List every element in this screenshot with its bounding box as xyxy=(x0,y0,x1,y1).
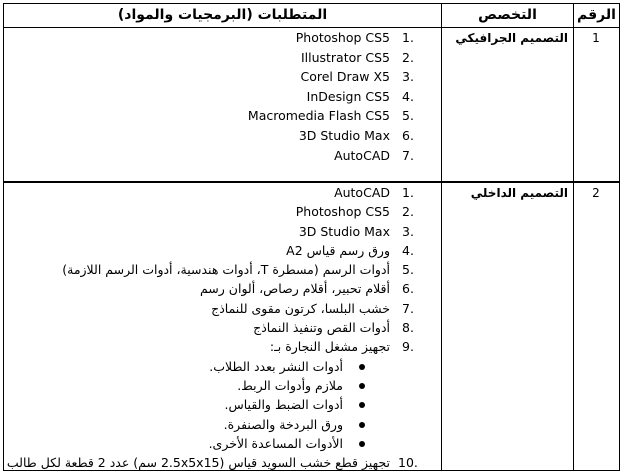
row-number: 1 xyxy=(592,31,600,45)
table-border-left xyxy=(3,3,4,471)
item-number: 4. xyxy=(402,88,414,104)
item-number: 9. xyxy=(402,339,414,355)
item-number: 5. xyxy=(402,262,414,278)
bullet-icon xyxy=(359,363,365,370)
item-text: تجهيز مشغل النجارة بـ: xyxy=(269,339,390,355)
item-number: 3. xyxy=(402,69,414,85)
item-number: 7. xyxy=(402,147,414,163)
list-item: 3. 3D Studio Max xyxy=(4,222,441,241)
item-text: 3D Studio Max xyxy=(298,127,390,143)
table-border-top xyxy=(3,3,620,4)
item-number: 8. xyxy=(402,320,414,336)
list-item: 2. Illustrator CS5 xyxy=(4,48,441,68)
item-number: 6. xyxy=(402,127,414,143)
item-text: ورق البردخة والصنفرة. xyxy=(223,416,343,432)
item-number: 4. xyxy=(402,242,414,258)
bullet-icon xyxy=(359,402,365,409)
bullet-icon xyxy=(359,421,365,428)
bullet-item: أدوات النشر بعدد الطلاب. xyxy=(4,357,441,376)
table-border-right xyxy=(619,3,620,471)
item-number: 7. xyxy=(402,300,414,316)
item-text: أدوات النشر بعدد الطلاب. xyxy=(209,358,343,374)
list-item: 5. أدوات الرسم (مسطرة T، أدوات هندسية، أد… xyxy=(4,260,441,279)
item-text: أقلام تحبير، أقلام رصاص، ألوان رسم xyxy=(199,281,390,297)
item-text: 3D Studio Max xyxy=(298,223,390,239)
item-text: الأدوات المساعدة الأخرى. xyxy=(208,435,343,451)
bullet-item: ورق البردخة والصنفرة. xyxy=(4,415,441,434)
item-text: أدوات القص وتنفيذ النماذج xyxy=(253,320,390,336)
header-number: الرقم xyxy=(577,7,616,23)
list-item: 1. Photoshop CS5 xyxy=(4,28,441,48)
row-number: 2 xyxy=(592,186,600,200)
list-item: 5. Macromedia Flash CS5 xyxy=(4,106,441,126)
header-specialty: التخصص xyxy=(478,7,537,23)
item-text: خشب البلسا، كرتون مقوى للنماذج xyxy=(211,300,390,316)
list-item: 10. تجهيز قطع خشب السويد قياس (2.5x5x15 س… xyxy=(4,453,441,472)
item-number: 1. xyxy=(402,30,414,45)
list-item: 4. ورق رسم قياس A2 xyxy=(4,241,441,260)
requirements-list: 1. AutoCAD 2. Photoshop CS5 3. 3D Studio Ma… xyxy=(4,183,441,472)
item-text: Corel Draw X5 xyxy=(300,69,390,85)
item-number: 10. xyxy=(398,455,418,471)
bullet-item: أدوات الضبط والقياس. xyxy=(4,395,441,414)
bullet-item: ملازم وأدوات الربط. xyxy=(4,376,441,395)
item-text: AutoCAD xyxy=(334,185,390,200)
item-text: أدوات الرسم (مسطرة T، أدوات هندسية، أدوا… xyxy=(62,262,390,278)
list-item: 6. أقلام تحبير، أقلام رصاص، ألوان رسم xyxy=(4,279,441,298)
item-number: 6. xyxy=(402,281,414,297)
list-item: 8. أدوات القص وتنفيذ النماذج xyxy=(4,318,441,337)
item-text: تجهيز قطع خشب السويد قياس (2.5x5x15 سم) … xyxy=(6,455,390,471)
item-text: ورق رسم قياس A2 xyxy=(286,242,390,258)
column-divider-1 xyxy=(441,3,442,471)
item-text: ملازم وأدوات الربط. xyxy=(237,377,343,393)
list-item: 4. InDesign CS5 xyxy=(4,87,441,107)
item-number: 2. xyxy=(402,49,414,65)
list-item: 1. AutoCAD xyxy=(4,183,441,202)
item-number: 5. xyxy=(402,108,414,124)
list-item: 6. 3D Studio Max xyxy=(4,126,441,146)
item-text: AutoCAD xyxy=(334,147,390,163)
list-item: 3. Corel Draw X5 xyxy=(4,67,441,87)
header-requirements: المتطلبات (البرمجيات والمواد) xyxy=(117,7,328,23)
item-text: أدوات الضبط والقياس. xyxy=(224,397,343,413)
header-divider xyxy=(3,27,620,28)
bullet-icon xyxy=(359,382,365,389)
item-text: Photoshop CS5 xyxy=(295,204,390,220)
row-divider xyxy=(3,181,620,183)
column-divider-2 xyxy=(573,3,574,471)
list-item: 9. تجهيز مشغل النجارة بـ: xyxy=(4,337,441,356)
list-item: 7. AutoCAD xyxy=(4,146,441,166)
item-text: Illustrator CS5 xyxy=(300,49,390,65)
bullet-icon xyxy=(359,440,365,447)
bullet-item: الأدوات المساعدة الأخرى. xyxy=(4,434,441,453)
requirements-list: 1. Photoshop CS5 2. Illustrator CS5 3. Core… xyxy=(4,28,441,165)
list-item: 7. خشب البلسا، كرتون مقوى للنماذج xyxy=(4,299,441,318)
list-item: 2. Photoshop CS5 xyxy=(4,202,441,221)
item-number: 2. xyxy=(402,204,414,220)
item-number: 3. xyxy=(402,223,414,239)
row-specialty: التصميم الداخلي xyxy=(470,186,568,200)
item-text: Photoshop CS5 xyxy=(295,30,390,45)
item-text: Macromedia Flash CS5 xyxy=(247,108,390,124)
row-specialty: التصميم الجرافيكي xyxy=(455,31,568,45)
item-text: InDesign CS5 xyxy=(306,88,390,104)
table-border-bottom xyxy=(3,470,620,471)
item-number: 1. xyxy=(402,185,414,200)
